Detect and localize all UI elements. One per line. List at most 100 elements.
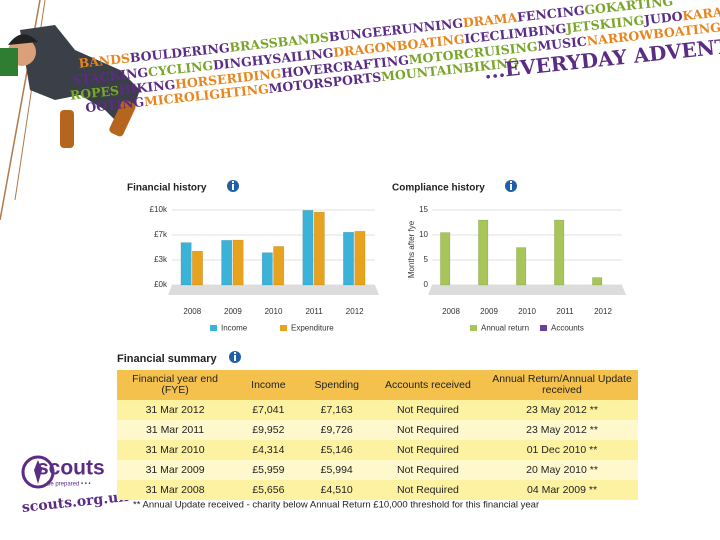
x-tick-label: 2011 <box>305 307 323 316</box>
bar <box>478 219 489 286</box>
x-tick-label: 2008 <box>183 307 201 316</box>
banner-word: MUSIC <box>537 33 588 53</box>
legend-label: Annual return <box>481 324 529 333</box>
table-row: 31 Mar 2009 £5,959 £5,994 Not Required 20 Ma… <box>117 460 638 480</box>
table-cell: £4,510 <box>303 480 370 500</box>
table-cell: Not Required <box>369 460 487 480</box>
bar <box>221 240 233 286</box>
table-row: 31 Mar 2008 £5,656 £4,510 Not Required 04 Ma… <box>117 480 638 500</box>
table-cell: 31 Mar 2012 <box>117 400 234 420</box>
banner-word: ROPES <box>69 82 120 102</box>
x-tick-label: 2010 <box>518 307 536 316</box>
y-tick-label: 15 <box>419 205 428 214</box>
table-cell: 01 Dec 2010 ** <box>486 440 638 460</box>
y-tick-label: £0k <box>154 280 168 289</box>
header-cell: Income <box>233 370 304 400</box>
table-cell: £5,656 <box>233 480 304 500</box>
table-cell: Not Required <box>369 400 487 420</box>
table-cell: 31 Mar 2008 <box>117 480 234 500</box>
table-row: 31 Mar 2012 £7,041 £7,163 Not Required 23 Ma… <box>117 400 638 420</box>
y-axis-label: Months after fye <box>407 220 416 278</box>
banner-word: JUDO <box>642 8 683 27</box>
legend-label: Expenditure <box>291 324 334 333</box>
y-tick-label: £3k <box>154 255 168 264</box>
bar <box>313 211 325 286</box>
x-tick-label: 2012 <box>346 307 364 316</box>
chart-title: Compliance history <box>392 183 485 194</box>
footnote: ** Annual Update received - charity belo… <box>133 500 539 511</box>
bar <box>232 239 244 286</box>
header-cell: Spending <box>303 370 370 400</box>
legend-swatch <box>280 325 287 331</box>
table-cell: £5,959 <box>233 460 304 480</box>
banner-word: KARATE <box>682 2 720 23</box>
y-tick-label: £10k <box>150 205 168 214</box>
header-cell: Accounts received <box>369 370 487 400</box>
logo-motto: be prepared • • • <box>47 482 91 488</box>
x-tick-label: 2012 <box>594 307 612 316</box>
legend-label: Income <box>221 324 248 333</box>
table-cell: Not Required <box>369 420 487 440</box>
x-tick-label: 2008 <box>442 307 460 316</box>
table-cell: £9,726 <box>303 420 370 440</box>
table-cell: £5,994 <box>303 460 370 480</box>
table-cell: 31 Mar 2010 <box>117 440 234 460</box>
header-cell: Financial year end (FYE) <box>117 370 234 400</box>
table-cell: 23 May 2012 ** <box>486 400 638 420</box>
table-cell: 20 May 2010 ** <box>486 460 638 480</box>
banner-word: BANDS <box>78 50 131 70</box>
bar <box>516 247 527 286</box>
table-header: Financial year end (FYE) Income Spending Ac… <box>117 370 638 400</box>
table-cell: £7,163 <box>303 400 370 420</box>
table-cell: Not Required <box>369 480 487 500</box>
banner-word: FENCING <box>516 2 585 24</box>
info-icon[interactable] <box>229 351 241 363</box>
table-cell: Not Required <box>369 440 487 460</box>
chart-title: Financial history <box>127 183 207 194</box>
legend-swatch <box>470 325 477 331</box>
banner-word: DRAMA <box>462 9 518 30</box>
axis-floor <box>428 285 626 295</box>
logo-url: scouts.org.uk <box>21 489 129 516</box>
summary-table: Financial year end (FYE) Income Spending Ac… <box>117 370 638 500</box>
bar <box>261 252 273 286</box>
climber-photo <box>0 0 140 221</box>
bar <box>180 242 192 286</box>
x-tick-label: 2009 <box>480 307 498 316</box>
table-cell: £7,041 <box>233 400 304 420</box>
header-cell: Annual Return/Annual Update received <box>486 370 638 400</box>
section-title: Financial summary <box>117 353 218 365</box>
bar <box>554 219 565 286</box>
bar <box>354 230 366 286</box>
bar <box>302 210 314 286</box>
table-cell: £4,314 <box>233 440 304 460</box>
logo: scouts be prepared • • • scouts.org.uk <box>21 455 129 516</box>
y-tick-label: 0 <box>424 280 429 289</box>
x-tick-label: 2009 <box>224 307 242 316</box>
bar <box>192 250 203 286</box>
x-tick-label: 2011 <box>556 307 574 316</box>
banner-word: OOTING <box>85 94 145 115</box>
y-tick-label: £7k <box>154 230 168 239</box>
x-tick-label: 2010 <box>265 307 283 316</box>
y-tick-label: 10 <box>419 230 428 239</box>
logo-name: scouts <box>37 457 105 480</box>
table-cell: 31 Mar 2011 <box>117 420 234 440</box>
info-icon[interactable] <box>227 180 239 192</box>
banner-word: HIKING <box>118 76 176 97</box>
legend-label: Accounts <box>551 324 584 333</box>
y-tick-label: 5 <box>424 255 429 264</box>
table-cell: £5,146 <box>303 440 370 460</box>
table-cell: 31 Mar 2009 <box>117 460 234 480</box>
bar <box>440 232 451 286</box>
legend-swatch <box>540 325 547 331</box>
table-row: 31 Mar 2010 £4,314 £5,146 Not Required 01 De… <box>117 440 638 460</box>
info-icon[interactable] <box>505 180 517 192</box>
bar <box>343 231 355 286</box>
bar <box>592 277 603 286</box>
table-row: 31 Mar 2011 £9,952 £9,726 Not Required 23 Ma… <box>117 420 638 440</box>
table-cell: 23 May 2012 ** <box>486 420 638 440</box>
banner-word: CYCLING <box>147 57 214 79</box>
